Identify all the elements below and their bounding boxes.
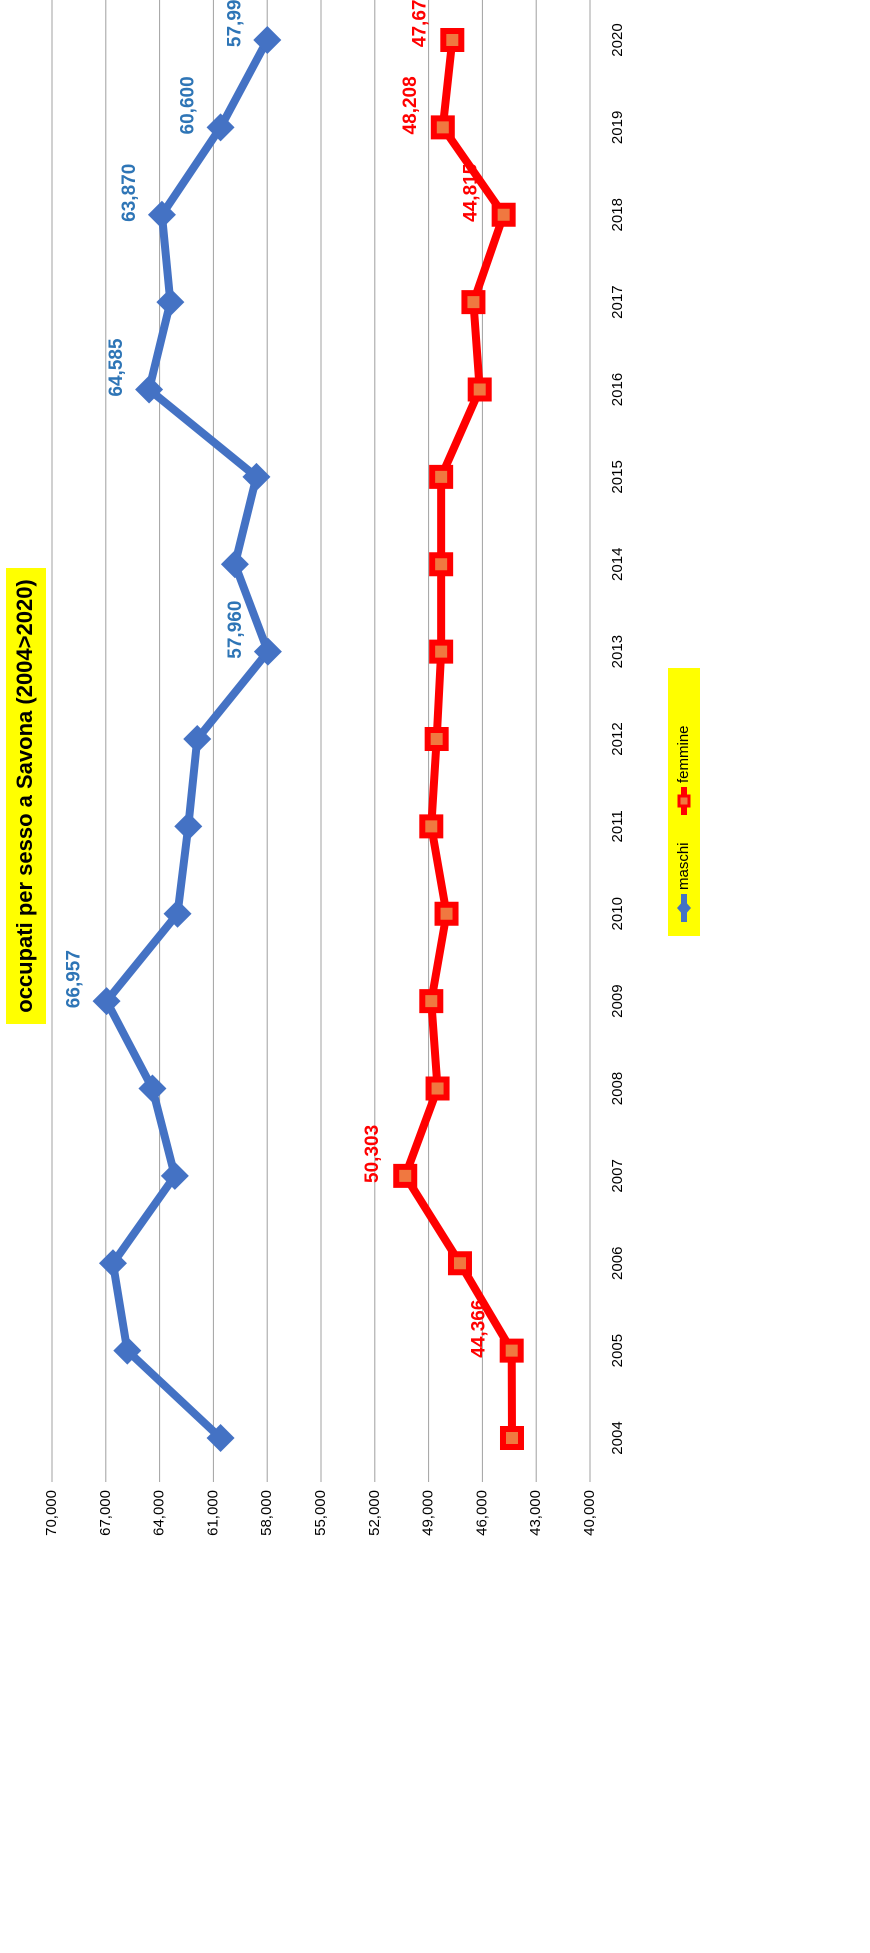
title-background bbox=[6, 568, 46, 1024]
y-tick-label: 64,000 bbox=[151, 1490, 168, 1536]
x-tick-label: 2018 bbox=[609, 198, 626, 231]
data-label: 57,994 bbox=[224, 0, 245, 47]
data-point bbox=[147, 200, 176, 229]
data-point bbox=[135, 375, 164, 404]
legend-label: femmine bbox=[675, 725, 692, 783]
data-point bbox=[461, 290, 486, 315]
x-tick-label: 2012 bbox=[609, 722, 626, 755]
data-label: 50,303 bbox=[362, 1125, 383, 1183]
data-point bbox=[92, 987, 121, 1016]
data-point bbox=[467, 377, 492, 402]
data-point bbox=[419, 814, 444, 839]
data-point bbox=[206, 113, 235, 142]
y-tick-label: 49,000 bbox=[420, 1490, 437, 1536]
data-point bbox=[163, 899, 192, 928]
data-point bbox=[429, 552, 454, 577]
x-tick-label: 2015 bbox=[609, 460, 626, 493]
x-tick-label: 2005 bbox=[609, 1334, 626, 1367]
legend-marker bbox=[677, 794, 691, 808]
y-tick-label: 43,000 bbox=[527, 1490, 544, 1536]
y-tick-label: 58,000 bbox=[258, 1490, 275, 1536]
x-tick-label: 2007 bbox=[609, 1159, 626, 1192]
x-tick-label: 2011 bbox=[609, 810, 626, 842]
data-point bbox=[253, 26, 282, 54]
chart-title: occupati per sesso a Savona (2004>2020) bbox=[12, 579, 37, 1013]
y-tick-label: 70,000 bbox=[43, 1490, 60, 1536]
data-point bbox=[440, 28, 465, 52]
y-tick-label: 55,000 bbox=[312, 1490, 329, 1536]
series-line bbox=[401, 39, 516, 1439]
x-tick-label: 2008 bbox=[609, 1072, 626, 1105]
data-point bbox=[113, 1336, 142, 1365]
y-tick-label: 40,000 bbox=[581, 1490, 598, 1536]
data-label: 47,678 bbox=[409, 0, 430, 47]
data-point bbox=[429, 639, 454, 664]
x-tick-label: 2020 bbox=[609, 23, 626, 56]
data-label: 44,366 bbox=[469, 1300, 490, 1358]
y-tick-label: 46,000 bbox=[473, 1490, 490, 1536]
data-point bbox=[447, 1251, 472, 1276]
y-tick-label: 52,000 bbox=[366, 1490, 383, 1536]
x-tick-label: 2009 bbox=[609, 984, 626, 1017]
data-point bbox=[174, 812, 203, 841]
data-point bbox=[419, 989, 444, 1014]
x-tick-label: 2006 bbox=[609, 1247, 626, 1280]
data-point bbox=[393, 1163, 418, 1188]
x-tick-label: 2013 bbox=[609, 635, 626, 668]
data-label: 66,957 bbox=[64, 950, 85, 1008]
data-point bbox=[160, 1161, 189, 1190]
data-point bbox=[98, 1249, 127, 1278]
legend-label: maschi bbox=[675, 842, 692, 890]
data-point bbox=[499, 1426, 524, 1450]
data-point bbox=[220, 550, 249, 579]
x-tick-label: 2004 bbox=[609, 1421, 626, 1454]
x-tick-label: 2016 bbox=[609, 373, 626, 406]
legend-marker bbox=[677, 900, 691, 916]
y-tick-label: 67,000 bbox=[97, 1490, 114, 1536]
x-tick-label: 2017 bbox=[609, 285, 626, 318]
data-label: 64,585 bbox=[106, 338, 127, 397]
data-point bbox=[206, 1424, 235, 1452]
data-point bbox=[424, 727, 449, 751]
data-point bbox=[491, 202, 516, 227]
data-label: 44,815 bbox=[461, 163, 482, 222]
data-label: 48,208 bbox=[400, 76, 421, 134]
x-tick-label: 2010 bbox=[609, 897, 626, 930]
x-tick-label: 2014 bbox=[609, 548, 626, 581]
data-point bbox=[138, 1074, 167, 1103]
data-label: 57,960 bbox=[225, 601, 246, 659]
data-label: 63,870 bbox=[119, 164, 140, 222]
data-point bbox=[183, 725, 212, 753]
data-label: 60,600 bbox=[178, 76, 199, 134]
data-point bbox=[156, 288, 185, 317]
data-point bbox=[434, 901, 459, 926]
data-point bbox=[499, 1338, 524, 1363]
data-point bbox=[429, 464, 454, 489]
data-point bbox=[253, 637, 282, 666]
data-point bbox=[242, 462, 271, 491]
x-tick-label: 2019 bbox=[609, 111, 626, 144]
data-point bbox=[430, 115, 455, 140]
y-tick-label: 61,000 bbox=[204, 1490, 221, 1536]
data-point bbox=[425, 1076, 450, 1101]
